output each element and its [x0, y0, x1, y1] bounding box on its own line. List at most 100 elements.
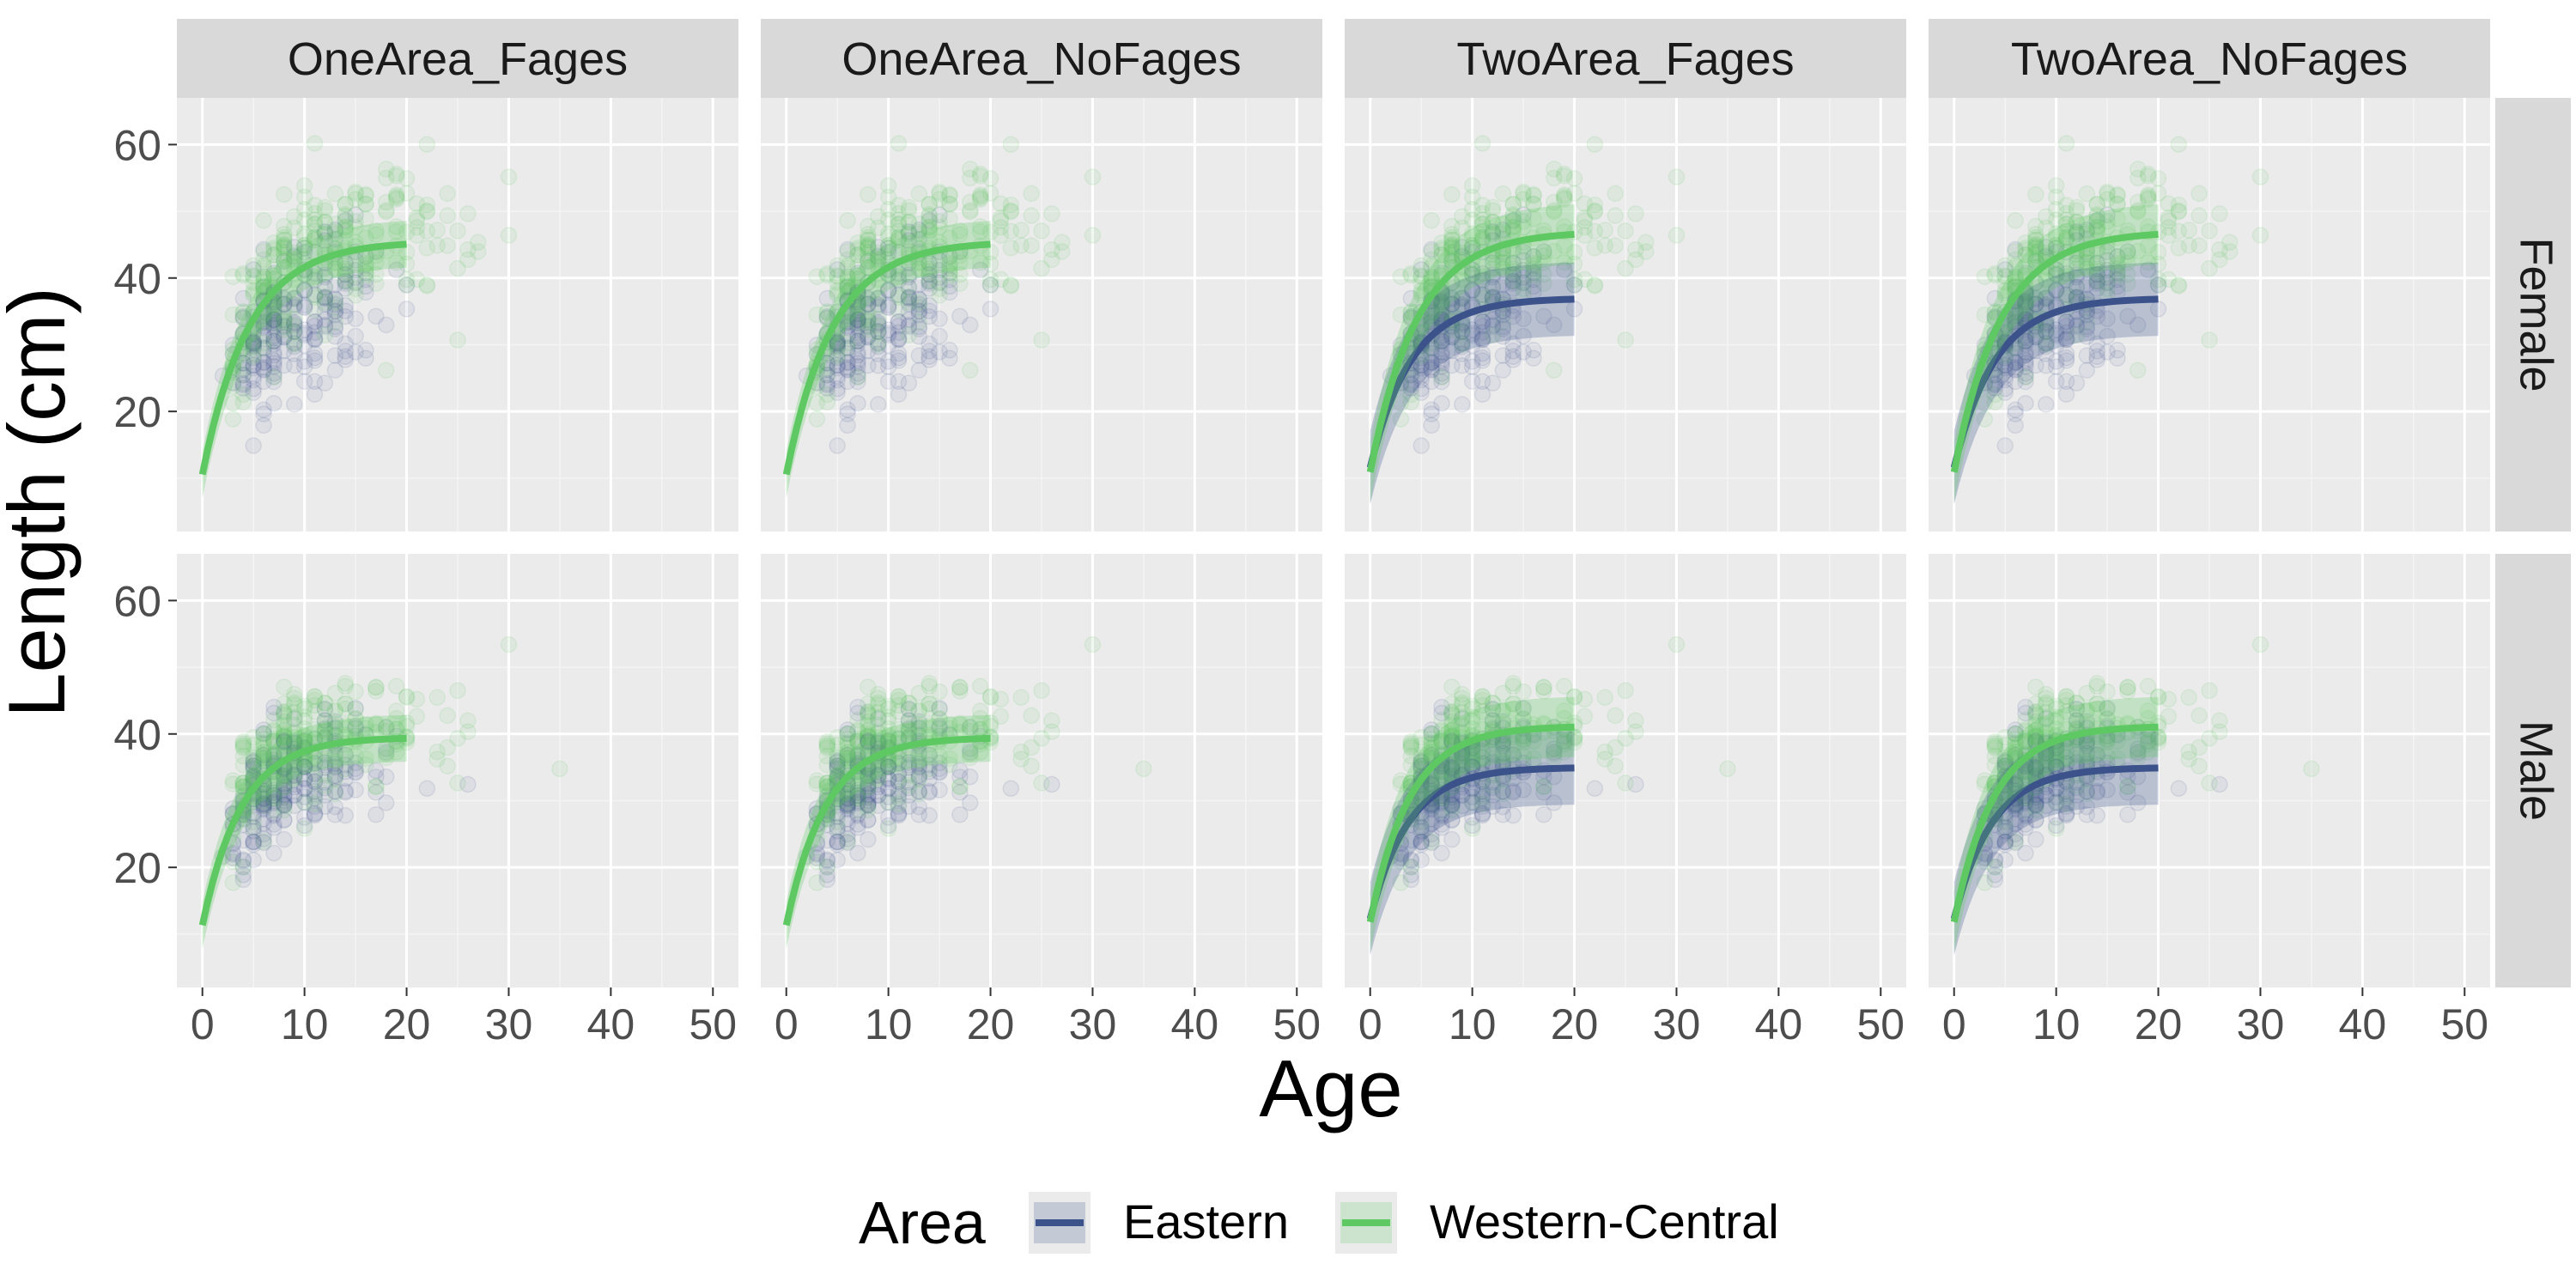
x-tick-label: 20: [967, 1000, 1015, 1048]
data-point: [1997, 438, 2013, 453]
data-point: [2151, 185, 2166, 201]
x-tick-label: 20: [1551, 1000, 1599, 1048]
data-point: [1024, 708, 1039, 723]
data-point: [1516, 684, 1531, 700]
data-point: [501, 637, 516, 653]
data-point: [891, 386, 907, 402]
data-point: [276, 812, 292, 828]
data-point: [2202, 223, 2217, 239]
data-point: [840, 213, 855, 228]
y-tick-label: 20: [113, 844, 161, 892]
data-point: [297, 354, 313, 369]
x-tick-label: 10: [865, 1000, 913, 1048]
data-point: [1465, 178, 1480, 193]
data-point: [871, 299, 886, 314]
legend: Area Eastern Western-Central: [859, 1189, 1779, 1256]
facet-label: OneArea_Fages: [288, 33, 628, 85]
data-point: [2089, 352, 2105, 368]
data-point: [2252, 169, 2268, 185]
data-point: [327, 772, 343, 787]
data-point: [2202, 332, 2217, 348]
data-point: [2212, 206, 2227, 222]
data-point: [1607, 185, 1623, 201]
data-point: [1668, 637, 1684, 653]
data-point: [2212, 724, 2227, 739]
panel-OneArea_Fages-Female: [177, 98, 738, 532]
x-tick-label: 50: [2440, 1000, 2488, 1048]
data-point: [860, 707, 876, 722]
data-point: [1987, 268, 2002, 283]
data-point: [2049, 178, 2064, 193]
data-point: [1536, 679, 1552, 695]
data-point: [891, 689, 907, 704]
data-point: [2099, 185, 2115, 200]
x-tick-label: 0: [191, 1000, 215, 1048]
data-point: [2252, 228, 2268, 243]
data-point: [1424, 406, 1439, 422]
data-point: [348, 684, 363, 700]
data-point: [399, 185, 415, 201]
facet-label: TwoArea_Fages: [1456, 33, 1794, 85]
data-point: [1607, 758, 1623, 774]
data-point: [1628, 724, 1643, 739]
data-point: [2069, 203, 2084, 218]
data-point: [963, 362, 978, 378]
data-point: [829, 730, 845, 745]
data-point: [2191, 758, 2207, 774]
data-point: [2212, 252, 2227, 267]
data-point: [337, 209, 353, 224]
panel-OneArea_NoFages-Male: [761, 554, 1322, 987]
data-point: [1587, 197, 1602, 213]
data-point: [379, 170, 394, 185]
data-point: [552, 761, 568, 776]
data-point: [2028, 187, 2044, 203]
data-point: [337, 352, 353, 368]
data-point: [1465, 374, 1480, 389]
data-point: [2059, 386, 2075, 402]
data-point: [1413, 438, 1429, 453]
data-point: [901, 327, 916, 343]
data-point: [256, 213, 271, 228]
data-point: [287, 397, 302, 412]
data-point: [440, 739, 455, 755]
data-point: [2181, 690, 2196, 705]
data-point: [2059, 689, 2075, 704]
panel-TwoArea_NoFages-Female: [1929, 98, 2490, 532]
facet-label: TwoArea_NoFages: [2011, 33, 2408, 85]
data-point: [307, 136, 323, 151]
data-point: [1475, 689, 1491, 704]
data-point: [1668, 228, 1684, 243]
data-point: [860, 812, 876, 828]
data-point: [2099, 684, 2115, 700]
data-point: [440, 208, 455, 223]
x-tick-label: 40: [587, 1000, 635, 1048]
data-point: [1597, 238, 1613, 253]
data-point: [287, 299, 302, 314]
data-point: [368, 679, 384, 695]
data-point: [983, 185, 999, 201]
data-point: [1003, 781, 1018, 796]
data-point: [881, 781, 896, 796]
data-point: [1403, 268, 1419, 283]
data-point: [932, 275, 947, 290]
data-point: [2130, 170, 2146, 185]
data-point: [276, 314, 292, 330]
panel-OneArea_NoFages-Female: [761, 98, 1322, 532]
data-point: [840, 406, 855, 422]
data-point: [952, 762, 968, 778]
data-point: [1516, 185, 1531, 200]
data-point: [1084, 169, 1100, 185]
data-point: [911, 807, 927, 823]
data-point: [327, 807, 343, 823]
data-point: [1607, 208, 1623, 223]
data-point: [297, 781, 313, 796]
data-point: [501, 169, 516, 185]
data-point: [901, 203, 916, 218]
data-point: [1024, 208, 1039, 223]
x-tick-label: 30: [1069, 1000, 1117, 1048]
data-point: [973, 678, 988, 694]
data-point: [952, 679, 968, 695]
x-tick-label: 10: [2032, 1000, 2081, 1048]
data-point: [1044, 206, 1060, 222]
